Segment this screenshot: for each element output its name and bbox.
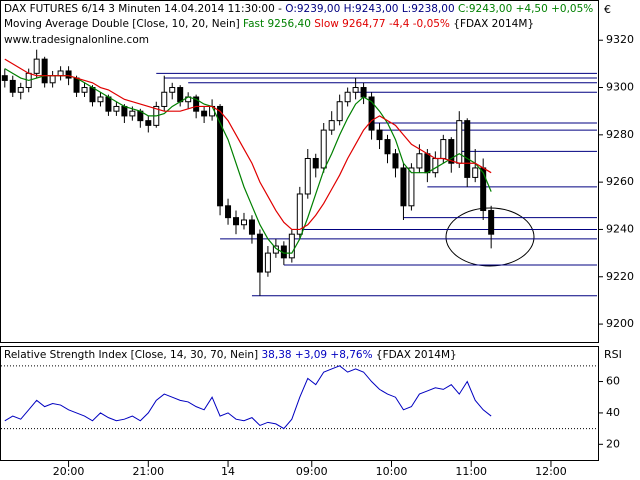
candle-body [129, 110, 136, 117]
candle-body [384, 139, 391, 155]
candle-body [344, 91, 351, 103]
y-tick-label: 9320 [606, 33, 634, 46]
candle-body [161, 91, 168, 107]
y-tick-label: 9240 [606, 222, 634, 235]
fast-label: Fast 9256,40 [243, 18, 311, 30]
candle-body [248, 219, 255, 235]
indicator: Moving Average Double [Close, 10, 20, Ne… [4, 18, 240, 30]
candle-body [65, 70, 72, 79]
slow-label: Slow 9264,77 -4,4 -0,05% [314, 18, 450, 30]
x-tick-label: 10:00 [376, 465, 408, 478]
candle-body [17, 87, 24, 93]
candle-body [408, 167, 415, 207]
candle-body [320, 129, 327, 169]
candle-body [177, 87, 184, 103]
candle-body [121, 105, 128, 117]
candle-body [240, 219, 247, 226]
candle-body [360, 87, 367, 98]
moving-average [4, 58, 492, 231]
title: DAX FUTURES 6/14 3 Minuten 14.04.2014 11… [4, 3, 282, 15]
indicator-line: Moving Average Double [Close, 10, 20, Ne… [4, 18, 534, 30]
rsi-panel [0, 346, 599, 461]
candle-body [264, 252, 271, 273]
y-tick-label: 9280 [606, 128, 634, 141]
candle-body [456, 120, 463, 164]
candle-body [89, 87, 96, 103]
candle-body [41, 58, 48, 84]
candle-body [440, 139, 447, 159]
x-tick-label: 20:00 [53, 465, 85, 478]
ohlc: O:9239,00 H:9243,00 L:9238,00 [285, 3, 454, 15]
x-tick-label: 21:00 [132, 465, 164, 478]
header-line: DAX FUTURES 6/14 3 Minuten 14.04.2014 11… [4, 3, 593, 15]
candle-body [113, 105, 120, 112]
y-tick-label: 40 [606, 406, 620, 419]
candle-body [328, 120, 335, 131]
candle-body [233, 217, 240, 226]
candle-body [464, 120, 471, 178]
candle-body [448, 139, 455, 164]
candle-body [73, 77, 80, 93]
close: C:9243,00 +4,50 +0,05% [458, 3, 593, 15]
candle-body [352, 87, 359, 93]
y-tick-label: 9220 [606, 270, 634, 283]
x-tick-label: 12:00 [535, 465, 567, 478]
candle-body [424, 153, 431, 174]
y-tick-label: 60 [606, 375, 620, 388]
candle-body [312, 157, 319, 169]
candle-body [400, 167, 407, 207]
candle-body [304, 157, 311, 195]
price-panel [0, 0, 599, 343]
symbol: {FDAX 2014M} [453, 18, 534, 30]
candle-body [288, 233, 295, 259]
candle-body [81, 87, 88, 93]
highlight-ellipse [445, 207, 535, 267]
candle-body [416, 153, 423, 169]
candle-body [472, 167, 479, 178]
x-tick-label: 09:00 [296, 465, 328, 478]
candle-body [225, 205, 232, 219]
candle-body [256, 233, 263, 273]
candle-body [97, 96, 104, 103]
candle-body [336, 101, 343, 122]
rsi-title: Relative Strength Index [Close, 14, 30, … [4, 349, 258, 361]
y-tick-label: 9200 [606, 317, 634, 330]
candle-body [33, 58, 40, 74]
rsi-value: 38,38 +3,09 +8,76% [262, 349, 373, 361]
candle-body [392, 153, 399, 169]
y-tick-label: 20 [606, 437, 620, 450]
x-tick-label: 14 [221, 465, 235, 478]
rsi-axis-label: RSI [604, 348, 622, 361]
candle-body [49, 75, 56, 84]
candle-body [376, 129, 383, 141]
currency: € [604, 3, 611, 16]
candle-body [296, 193, 303, 235]
candle-body [105, 96, 112, 112]
x-tick-label: 11:00 [455, 465, 487, 478]
rsi-header: Relative Strength Index [Close, 14, 30, … [4, 349, 457, 361]
candle-body [217, 105, 224, 207]
candle-body [193, 96, 200, 112]
rsi-line [4, 365, 492, 430]
candle-body [169, 87, 176, 93]
moving-average [4, 68, 492, 254]
candle-body [1, 75, 8, 81]
y-tick-label: 9260 [606, 175, 634, 188]
candle-body [57, 70, 64, 77]
candle-body [368, 96, 375, 131]
candle-body [9, 79, 16, 93]
candle-body [480, 167, 487, 212]
candle-body [201, 110, 208, 117]
website: www.tradesignalonline.com [4, 34, 149, 46]
rsi-symbol: {FDAX 2014M} [376, 349, 457, 361]
candle-body [432, 157, 439, 174]
candle-body [145, 120, 152, 126]
y-tick-label: 9300 [606, 81, 634, 94]
candle-body [488, 210, 495, 235]
